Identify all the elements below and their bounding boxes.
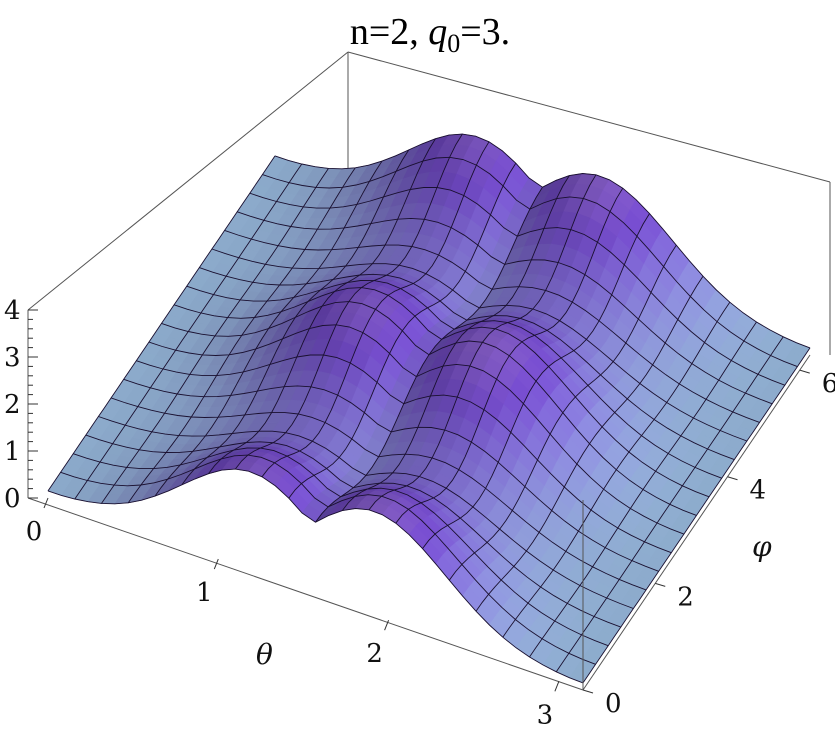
tick-mark (727, 476, 738, 481)
title-suffix: =3. (460, 11, 510, 53)
z-tick-label: 3 (4, 343, 21, 373)
mesh-line-phi (173, 287, 710, 498)
box-edge (27, 51, 349, 311)
title-prefix: n=2, (350, 11, 428, 53)
phi-tick-label: 0 (605, 689, 622, 719)
box-edge (582, 354, 811, 691)
z-tick-label: 2 (4, 390, 21, 420)
box-edge (347, 51, 831, 183)
tick-mark (213, 558, 219, 570)
phi-tick-label: 6 (822, 369, 835, 399)
mesh-line-phi (73, 447, 609, 647)
theta-axis-label: θ (256, 638, 273, 671)
bounding-box-front (27, 354, 811, 691)
theta-tick-label: 3 (537, 700, 554, 730)
axis-ticks: 0 1 2 3 0 2 4 6 0 1 2 3 4 (4, 296, 835, 730)
tick-mark (799, 369, 810, 374)
title-var: q (428, 11, 447, 53)
mesh-line-phi (98, 416, 634, 609)
mesh-line-phi (249, 187, 785, 386)
tick-mark (384, 620, 390, 631)
mesh-line-phi (237, 211, 773, 405)
mesh-line-phi (186, 280, 722, 479)
theta-tick-label: 2 (366, 639, 383, 669)
phi-tick-label: 4 (750, 476, 767, 506)
mesh-line-phi (85, 434, 621, 628)
mesh-line-phi (211, 248, 748, 442)
title-sub: 0 (447, 29, 460, 58)
mesh-line-phi (123, 378, 659, 572)
tick-mark (554, 681, 560, 692)
mesh-line-phi (224, 229, 760, 423)
mesh-line-phi (161, 301, 697, 516)
z-tick-label: 4 (4, 296, 21, 326)
tick-mark (655, 582, 666, 587)
theta-tick-label: 1 (196, 578, 213, 608)
box-edge (27, 497, 584, 691)
phi-tick-label: 2 (677, 582, 694, 612)
mesh-line-phi (148, 324, 685, 535)
tick-mark (582, 689, 594, 694)
mesh-line-phi (136, 354, 672, 554)
tick-mark (43, 497, 49, 509)
mesh-line-phi (60, 454, 596, 665)
phi-axis-label: φ (752, 530, 772, 563)
mesh-line-phi (199, 267, 735, 461)
mesh-line-phi (47, 468, 584, 684)
chart-title: n=2, q0=3. (350, 11, 510, 58)
mesh-line-phi (262, 156, 798, 368)
theta-tick-label: 0 (26, 517, 43, 547)
z-tick-label: 1 (4, 437, 21, 467)
mesh-line-phi (110, 397, 647, 591)
z-tick-label: 0 (4, 484, 21, 514)
surface-mesh (47, 133, 811, 684)
mesh-line-phi (274, 133, 811, 349)
